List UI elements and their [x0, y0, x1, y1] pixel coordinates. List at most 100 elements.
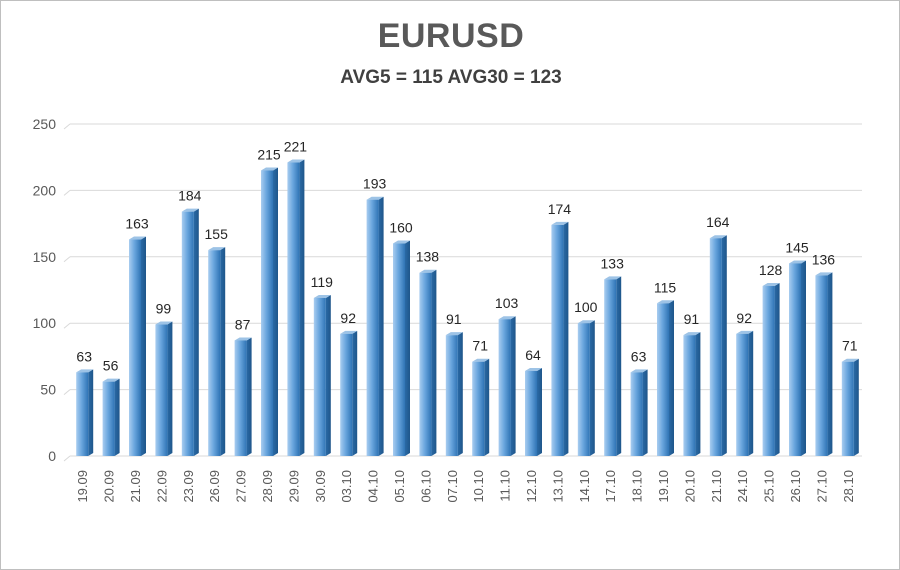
x-tick-label: 07.10 — [445, 470, 460, 503]
data-label: 92 — [340, 310, 356, 326]
chart-title: EURUSD — [377, 17, 525, 55]
data-label: 71 — [472, 338, 488, 354]
x-tick-label: 04.10 — [366, 470, 381, 503]
data-label: 128 — [759, 262, 783, 278]
bar-top — [181, 208, 199, 212]
data-label: 100 — [574, 299, 598, 315]
bar — [577, 323, 590, 456]
x-tick-label: 11.10 — [498, 470, 513, 502]
x-tick-label: 26.10 — [788, 470, 803, 503]
bar — [683, 335, 696, 456]
bar-side — [774, 283, 780, 456]
bar — [445, 335, 458, 456]
bar — [76, 372, 89, 456]
bar-top — [155, 321, 173, 325]
bar-side — [220, 247, 226, 456]
x-tick-label: 18.10 — [630, 470, 645, 503]
data-label: 145 — [785, 239, 809, 255]
data-label: 163 — [125, 216, 149, 232]
x-tick-label: 12.10 — [524, 470, 539, 503]
bar — [736, 333, 749, 456]
data-label: 99 — [156, 301, 172, 317]
data-label: 160 — [389, 220, 413, 236]
data-label: 221 — [284, 139, 308, 155]
chart-subtitle: AVG5 = 115 AVG30 = 123 — [340, 67, 562, 88]
x-tick-label: 28.10 — [841, 470, 856, 503]
data-label: 87 — [235, 316, 251, 332]
x-tick-label: 14.10 — [577, 470, 592, 503]
bar — [551, 224, 564, 456]
bar — [419, 272, 432, 456]
bar-side — [405, 240, 410, 456]
bar-side — [193, 208, 199, 456]
bar-side — [827, 272, 833, 456]
bar-top — [789, 260, 806, 264]
bar — [181, 211, 194, 456]
bar — [525, 371, 537, 456]
bar-side — [88, 369, 94, 456]
bar-side — [273, 167, 278, 457]
bar-side — [616, 276, 622, 456]
bar — [657, 303, 669, 456]
bar-top — [419, 269, 437, 273]
data-label: 91 — [684, 311, 700, 327]
data-label: 133 — [601, 255, 625, 271]
data-label: 92 — [736, 310, 752, 326]
bar-top — [498, 316, 516, 320]
bar-side — [457, 332, 463, 456]
bar — [287, 162, 300, 456]
bar-top — [815, 272, 833, 276]
bar-top — [683, 332, 701, 336]
data-label: 155 — [205, 226, 229, 242]
bar — [208, 250, 221, 456]
data-label: 63 — [76, 348, 92, 364]
x-tick-label: 24.10 — [735, 470, 750, 503]
bar-side — [853, 358, 859, 456]
data-label: 138 — [416, 249, 440, 265]
x-tick-label: 28.09 — [260, 470, 275, 503]
y-tick-label: 100 — [33, 315, 57, 331]
bar-side — [325, 294, 331, 456]
bar-top — [102, 378, 120, 382]
data-label: 56 — [103, 358, 119, 374]
x-tick-label: 20.09 — [102, 470, 117, 503]
bar-top — [736, 330, 754, 334]
bar-top — [762, 283, 780, 287]
data-label: 71 — [842, 338, 858, 354]
x-tick-label: 30.09 — [313, 470, 328, 503]
bar-side — [801, 260, 806, 456]
bar — [313, 297, 326, 456]
bar-top — [76, 369, 94, 373]
bar-side — [510, 316, 516, 456]
y-tick-label: 200 — [33, 182, 57, 198]
bar-side — [299, 159, 305, 456]
data-label: 91 — [446, 311, 462, 327]
bar-side — [378, 196, 384, 457]
data-label: 136 — [812, 251, 836, 267]
data-label: 193 — [363, 176, 387, 192]
x-tick-label: 19.10 — [656, 470, 671, 503]
data-label: 103 — [495, 295, 519, 311]
bar-top — [445, 332, 463, 336]
bar — [789, 263, 801, 456]
x-tick-label: 13.10 — [550, 470, 565, 503]
bar-top — [551, 221, 569, 225]
data-label: 64 — [525, 347, 541, 363]
x-tick-label: 27.09 — [234, 470, 249, 503]
data-label: 164 — [706, 214, 730, 230]
x-tick-label: 21.10 — [709, 470, 724, 503]
bar-side — [563, 221, 569, 456]
y-tick-label: 250 — [33, 116, 57, 132]
x-tick-label: 26.09 — [207, 470, 222, 503]
gridline-depth — [63, 455, 71, 462]
bar — [393, 243, 405, 456]
bar-top — [604, 276, 622, 280]
bar-side — [642, 369, 648, 456]
data-label: 215 — [257, 146, 281, 162]
bar-side — [114, 378, 120, 456]
bar-top — [841, 358, 859, 362]
bar-top — [261, 167, 278, 171]
x-tick-label: 06.10 — [418, 470, 433, 503]
x-tick-label: 20.10 — [682, 470, 697, 503]
bar-side — [431, 269, 437, 456]
